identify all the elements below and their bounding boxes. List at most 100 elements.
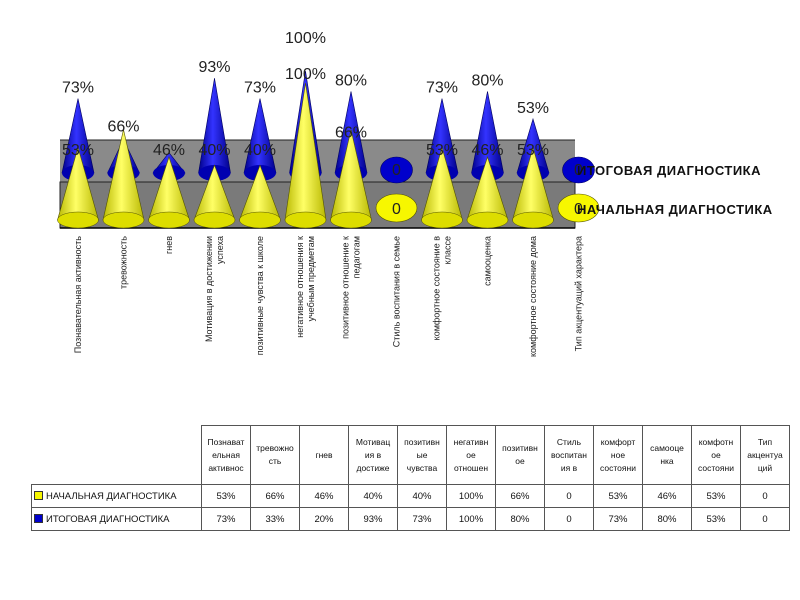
data-table-cell: 66% [495,484,545,508]
category-label: тревожность [119,236,129,289]
category-labels: Познавательная активность тревожность гнев… [73,236,584,357]
value-label-initial: 0 [574,201,583,218]
value-label-initial: 40% [244,142,276,159]
data-table-column-header: Познават ельная активнос [201,425,251,485]
value-label-initial: 53% [426,142,458,159]
category-label: гнев [164,236,174,254]
data-table-cell: 73% [201,507,251,531]
data-table-column-header: гнев [299,425,349,485]
value-label-final: 0 [392,162,401,179]
disc-initial [557,193,600,223]
value-label-initial: 66% [335,125,367,142]
data-table-column-header: комфорт ное состояни [593,425,643,485]
category-label: педагогам [352,236,362,278]
cone-initial-base [102,211,145,229]
value-label-final: 73% [244,80,276,97]
data-table-series-label: ИТОГОВАЯ ДИАГНОСТИКА [31,507,202,531]
category-label: комфортное состояние дома [528,236,538,357]
data-table-corner [32,426,202,485]
data-table-cell: 46% [299,484,349,508]
data-table-cell: 80% [495,507,545,531]
cone-final [243,98,277,174]
data-table-header: Познават ельная активнос тревожно сть гнев Мот… [32,425,790,485]
data-table-column-header: негативн ое отношен [446,425,496,485]
data-table-row-initial: НАЧАЛЬНАЯ ДИАГНОСТИКА 53% 66% 46% 40% 40% 100… [31,484,790,508]
disc-final [380,156,413,184]
category-label: успеха [215,236,225,264]
value-label-final: 0 [574,162,583,179]
data-table-cell: 93% [348,507,398,531]
value-label-initial: 0 [392,201,401,218]
value-label-initial: 100% [285,66,326,83]
data-table-cell: 0 [544,507,594,531]
series-label-front: НАЧАЛЬНАЯ ДИАГНОСТИКА [577,202,773,217]
value-label-initial: 40% [198,142,230,159]
value-label-initial: 46% [471,142,503,159]
cone-chart: 73% 53% 66% 46% 93% 40% 73% 40% 100% 100% 80% 66% 0 0… [57,30,773,357]
data-table-column-header: тревожно сть [250,425,300,485]
data-table-cell: 73% [397,507,447,531]
category-label: Познавательная активность [73,236,83,354]
data-table-cell: 0 [740,484,790,508]
value-label-final: 80% [335,72,367,89]
data-table-column-header: самооце нка [642,425,692,485]
data-table-cell: 0 [544,484,594,508]
category-label: учебным предметам [306,236,316,321]
cone-initial-base [330,211,372,229]
category-label: позитивные чувства к школе [255,236,265,355]
category-label: самооценка [483,236,493,286]
data-table-cell: 73% [593,507,643,531]
data-table-cell: 53% [593,484,643,508]
category-label: позитивное отношение к [341,236,351,339]
category-label: комфортное состояние в [432,236,442,341]
data-table-cell: 46% [642,484,692,508]
value-label-initial: 53% [62,142,94,159]
data-table-cell: 53% [201,484,251,508]
legend-swatch-blue [34,514,43,524]
data-table: Познават ельная активнос тревожно сть гнев Мот… [31,425,790,531]
data-table-cell: 53% [691,507,741,531]
value-label-final: 100% [285,30,326,47]
value-label-final: 80% [471,72,503,89]
data-table-column-header: Тип акцентуа ций [740,425,790,485]
disc-final [562,156,595,184]
category-label: Тип акцентуаций характера [574,236,584,351]
value-labels: 73% 53% 66% 46% 93% 40% 73% 40% 100% 100% 80% 66% 0 0… [62,30,583,218]
cone-initial-base [239,211,281,229]
cone-initial-base [512,211,554,229]
value-label-final: 93% [198,59,230,76]
value-label-initial: 53% [517,142,549,159]
data-table-column-header: позитивн ые чувства [397,425,447,485]
cone-initial-base [148,211,190,229]
data-table-column-header: комфотн ое состояни [691,425,741,485]
value-label-final: 73% [426,80,458,97]
cone-initial-base [284,211,327,229]
category-label: Мотивация в достижении [204,236,214,342]
category-label: негативное отношения к [295,236,305,338]
cone-initial-base [193,211,236,229]
cone-initial-base [57,211,99,229]
category-label: классе [443,236,453,264]
data-table-column-header: Мотивац ия в достиже [348,425,398,485]
disc-initial [375,193,418,223]
data-table-series-label: НАЧАЛЬНАЯ ДИАГНОСТИКА [31,484,202,508]
category-label: Стиль воспитания в семье [392,236,402,347]
value-label-final: 53% [517,100,549,117]
data-table-row-final: ИТОГОВАЯ ДИАГНОСТИКА 73% 33% 20% 93% 73% 100%… [31,507,790,531]
value-label-final: 73% [62,80,94,97]
data-table-cell: 100% [446,507,496,531]
data-table-cell: 100% [446,484,496,508]
data-table-cell: 33% [250,507,300,531]
series-name: НАЧАЛЬНАЯ ДИАГНОСТИКА [46,490,177,502]
cone-initial-base [421,211,463,229]
data-table-column-header: Стиль воспитан ия в [544,425,594,485]
series-name: ИТОГОВАЯ ДИАГНОСТИКА [46,513,170,525]
data-table-cell: 66% [250,484,300,508]
legend-swatch-yellow [34,491,43,501]
data-table-cell: 0 [740,507,790,531]
data-table-cell: 53% [691,484,741,508]
cone-initial-base [466,211,509,229]
data-table-cell: 20% [299,507,349,531]
front-series-cones [57,82,600,229]
data-table-cell: 40% [397,484,447,508]
